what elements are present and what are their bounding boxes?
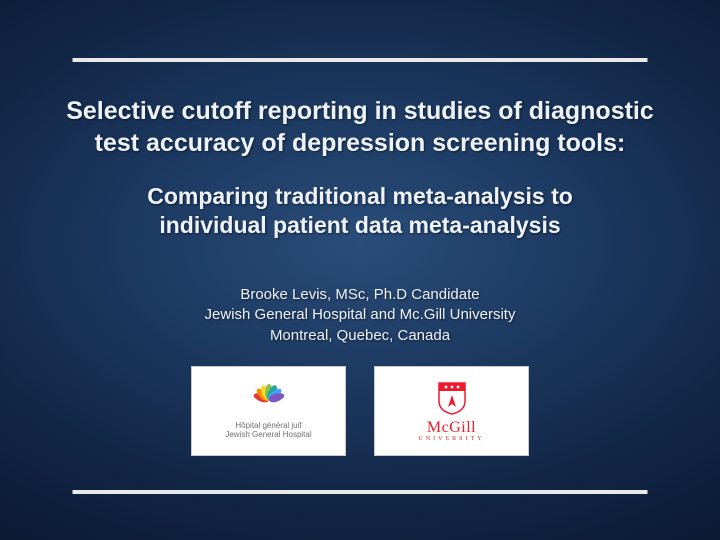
jgh-label: Hôpital général juif Jewish General Hosp…	[225, 422, 311, 440]
subtitle-line-2: individual patient data meta-analysis	[159, 212, 560, 238]
bottom-divider	[73, 490, 648, 494]
jgh-logo-card: Hôpital général juif Jewish General Hosp…	[191, 366, 346, 456]
mcgill-name: McGill	[427, 419, 476, 437]
title-line-2: test accuracy of depression screening to…	[95, 129, 626, 157]
mcgill-sub: UNIVERSITY	[419, 436, 485, 442]
main-title: Selective cutoff reporting in studies of…	[0, 95, 720, 159]
subtitle: Comparing traditional meta-analysis to i…	[0, 182, 720, 241]
author-affiliation: Jewish General Hospital and Mc.Gill Univ…	[205, 306, 516, 323]
author-name: Brooke Levis, MSc, Ph.D Candidate	[240, 286, 479, 303]
jgh-leaf-icon	[251, 382, 287, 418]
subtitle-line-1: Comparing traditional meta-analysis to	[147, 183, 573, 209]
title-line-1: Selective cutoff reporting in studies of…	[66, 97, 654, 125]
author-block: Brooke Levis, MSc, Ph.D Candidate Jewish…	[0, 285, 720, 346]
mcgill-shield-icon	[437, 381, 467, 415]
logo-row: Hôpital général juif Jewish General Hosp…	[0, 366, 720, 456]
top-divider	[73, 58, 648, 62]
mcgill-logo-card: McGill UNIVERSITY	[374, 366, 529, 456]
author-location: Montreal, Quebec, Canada	[270, 327, 450, 344]
